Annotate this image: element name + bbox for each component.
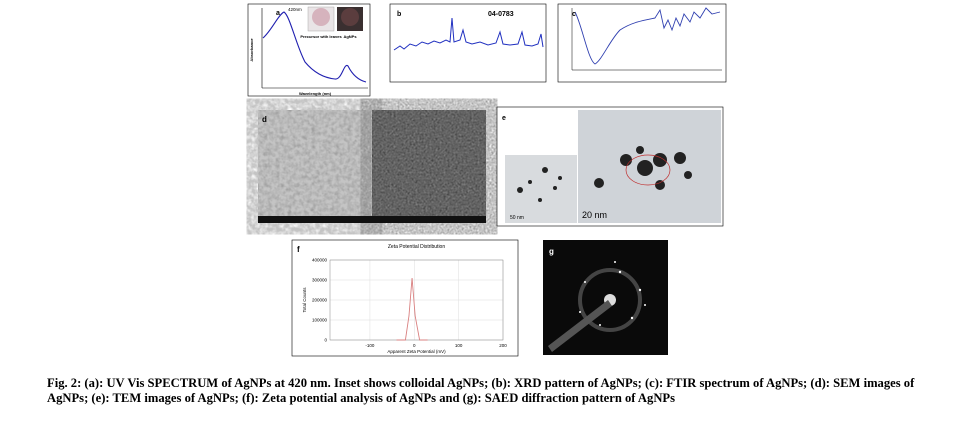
chart-title: Zeta Potential Distribution — [388, 244, 445, 250]
y-tick-label: 0 — [324, 338, 327, 343]
panel-c: c — [557, 3, 727, 83]
panel-frame — [557, 3, 727, 83]
sem-texture — [258, 110, 371, 223]
scale-label: 50 nm — [510, 215, 524, 221]
x-tick-label: 200 — [499, 343, 507, 348]
sem-texture — [372, 110, 486, 223]
scale-label: 20 nm — [582, 210, 607, 220]
plot-frame — [329, 259, 504, 341]
panel-label: f — [297, 245, 300, 254]
diffraction-ring — [578, 268, 642, 332]
caption: Fig. 2: (a): UV Vis SPECTRUM of AgNPs at… — [47, 376, 915, 405]
x-tick-label: 100 — [455, 343, 463, 348]
panel-f: f Zeta Potential Distribution01000002000… — [291, 239, 519, 357]
y-tick-label: 300000 — [312, 278, 328, 283]
sem-info-bar — [258, 216, 486, 223]
diffraction-spots — [579, 261, 646, 326]
panel-e: e 50 nm 20 nm — [496, 106, 724, 227]
inset-label: Precursor with leaves — [300, 34, 342, 39]
y-tick-label: 100000 — [312, 318, 328, 323]
x-axis-label: Apparent Zeta Potential (mV) — [387, 349, 446, 354]
xrd-curve — [393, 17, 544, 51]
uv-curve — [262, 11, 367, 83]
y-axis-label: Total Counts — [302, 287, 307, 313]
panel-b: b 04-0783 — [389, 3, 547, 83]
beam-stop — [548, 300, 612, 352]
y-tick-label: 200000 — [312, 298, 328, 303]
figure: a 420nm Precursor with leaves AgNPs Wave… — [247, 3, 727, 357]
x-axis-label: Wavelength (nm) — [299, 91, 332, 96]
panel-label: e — [502, 115, 506, 122]
inset-photo — [312, 8, 330, 26]
inset-label: AgNPs — [343, 34, 357, 39]
card-label: 04-0783 — [488, 11, 514, 18]
x-tick-label: -100 — [365, 343, 375, 348]
peak-label: 420nm — [288, 7, 302, 12]
panel-a: a 420nm Precursor with leaves AgNPs Wave… — [247, 3, 371, 97]
x-tick-label: 0 — [413, 343, 416, 348]
panel-label: c — [572, 11, 576, 18]
panel-g: g — [543, 240, 668, 355]
panel-d: d — [258, 110, 486, 223]
panel-label: a — [276, 10, 280, 17]
zeta-curve — [396, 277, 428, 341]
panel-label: b — [397, 11, 401, 18]
tem-image — [505, 155, 577, 223]
panel-label: g — [549, 247, 554, 256]
y-axis-label: Absorbance — [249, 38, 254, 62]
inset-photo — [341, 8, 359, 26]
highlight — [625, 154, 671, 186]
y-tick-label: 400000 — [312, 258, 328, 263]
panel-label: d — [262, 115, 267, 124]
panel-frame — [291, 239, 519, 357]
ftir-curve — [574, 7, 721, 65]
tem-particles — [517, 146, 692, 202]
